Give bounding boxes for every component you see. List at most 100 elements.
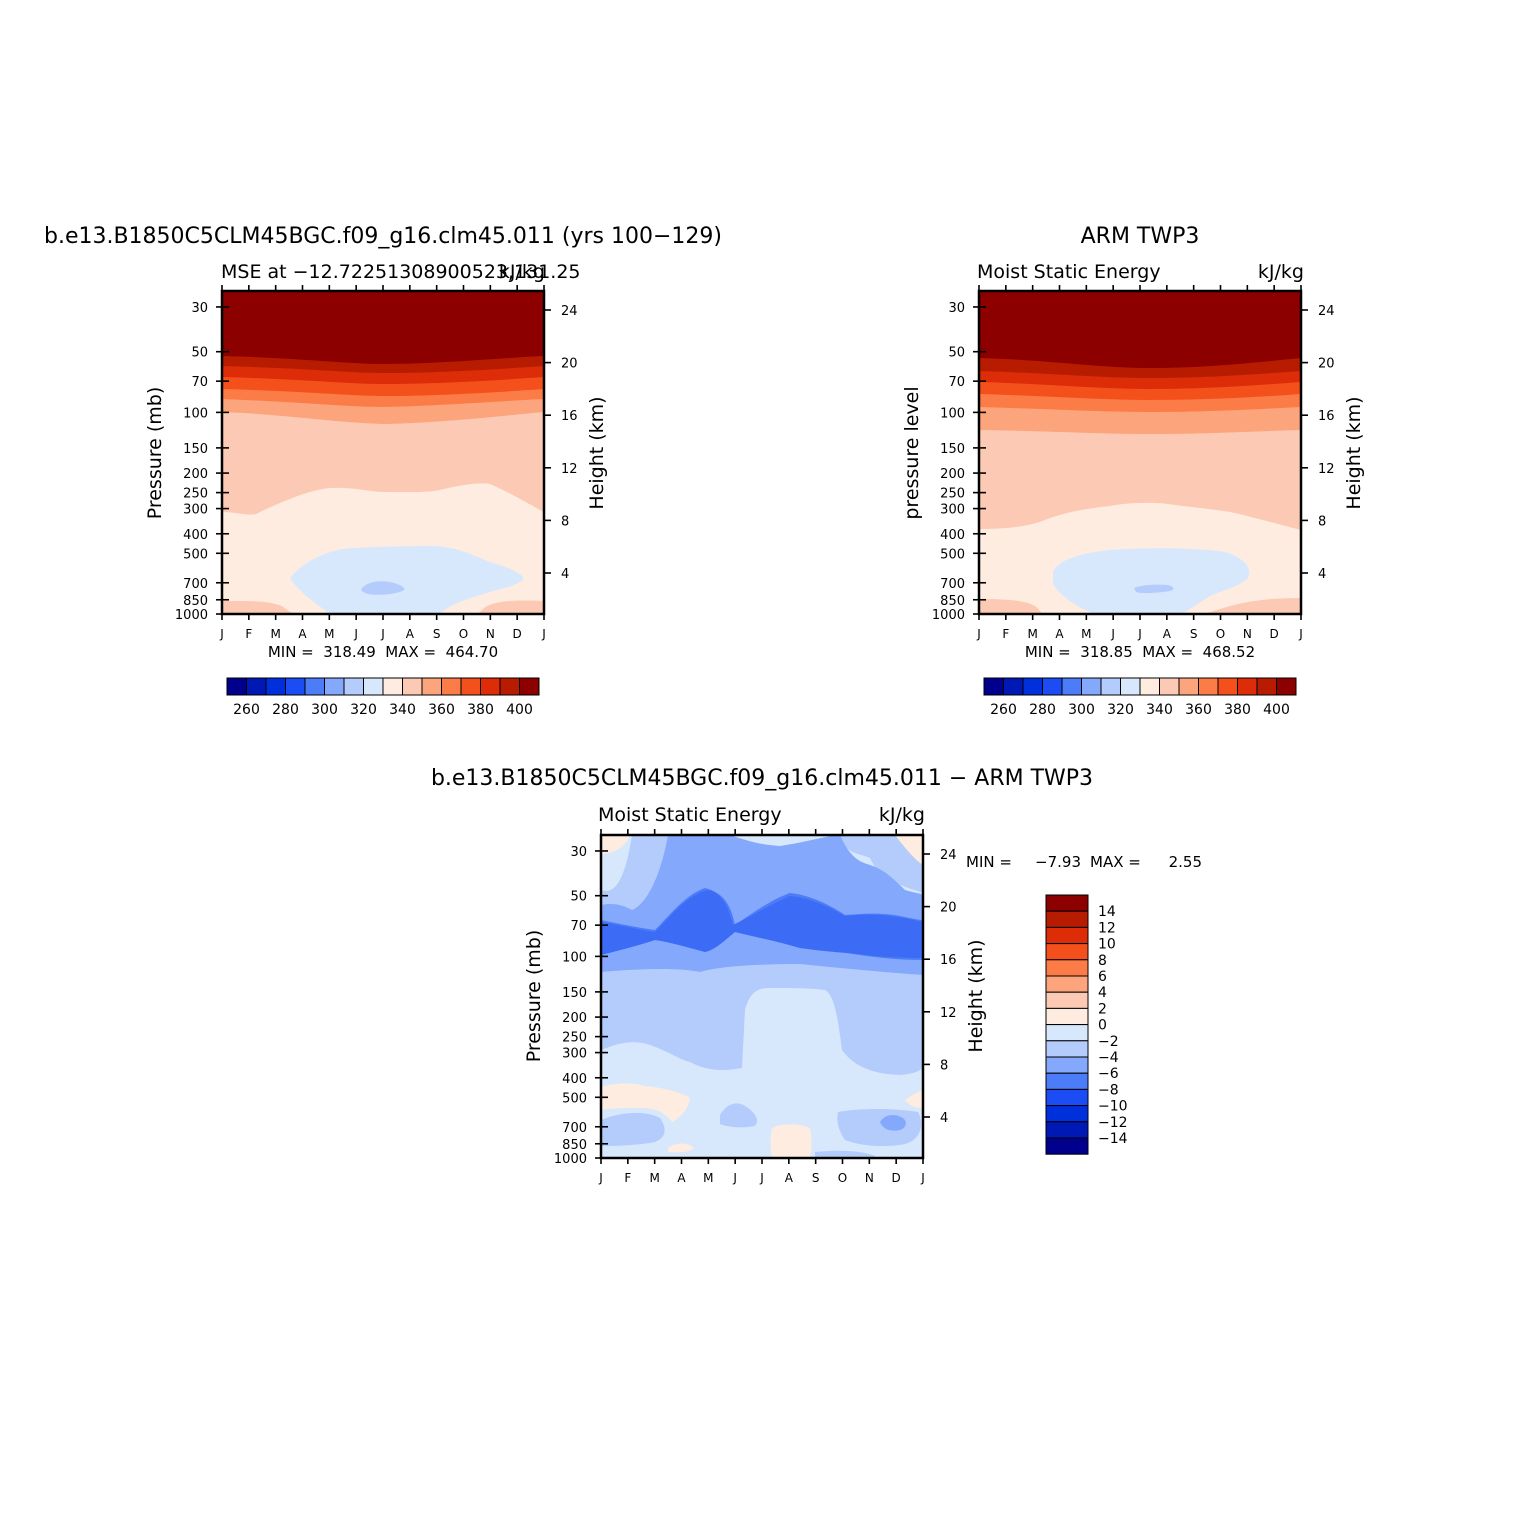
- x-tick-label: S: [433, 627, 441, 641]
- x-tick-label: O: [838, 1171, 847, 1185]
- y2-tick-label: 24: [561, 304, 578, 319]
- colorbar-box: [1100, 677, 1121, 696]
- y-tick-label: 400: [183, 528, 208, 543]
- y2-tick-label: 8: [940, 1058, 948, 1073]
- panel-diff-y2label: Height (km): [965, 939, 987, 1052]
- y-tick-label: 500: [940, 547, 965, 562]
- x-tick-label: F: [1002, 627, 1009, 641]
- y-tick-label: 200: [562, 1011, 587, 1026]
- y-tick-label: 1000: [554, 1152, 587, 1167]
- colorbar-label: 10: [1098, 937, 1116, 953]
- y2-tick-label: 12: [561, 462, 578, 477]
- colorbar-label: 320: [1107, 702, 1134, 718]
- panel-model-y2-axis: 24 20 16 12 8 4: [544, 304, 578, 582]
- y-tick-label: 300: [183, 503, 208, 518]
- panel-obs-plot-area: [979, 291, 1301, 614]
- colorbar-label: −14: [1098, 1131, 1128, 1147]
- colorbar-box: [1276, 677, 1297, 696]
- colorbar-label: 340: [389, 702, 416, 718]
- panel-obs-stats: MIN = 318.85 MAX = 468.52: [1025, 643, 1255, 661]
- colorbar-label: −10: [1098, 1099, 1128, 1115]
- colorbar-box: [1061, 677, 1082, 696]
- x-tick-label: N: [486, 627, 495, 641]
- colorbar-box: [1003, 677, 1024, 696]
- contour-fill: [1205, 598, 1301, 614]
- x-tick-label: D: [1270, 627, 1279, 641]
- colorbar-box: [1045, 894, 1089, 912]
- y-tick-label: 100: [562, 950, 587, 965]
- panel-model-plot-area: [222, 291, 544, 614]
- x-tick-label: A: [298, 627, 307, 641]
- panel-obs-colorbar: [983, 677, 1297, 696]
- y-tick-label: 700: [940, 577, 965, 592]
- colorbar-label: −8: [1098, 1082, 1119, 1098]
- contour-fill: [720, 1103, 757, 1128]
- colorbar-box: [1045, 926, 1089, 945]
- colorbar-label: −6: [1098, 1066, 1119, 1082]
- y2-tick-label: 24: [940, 848, 957, 863]
- y-tick-label: 700: [183, 577, 208, 592]
- contour-fill: [601, 1112, 665, 1146]
- colorbar-box: [1045, 1007, 1089, 1026]
- x-tick-label: J: [1298, 627, 1303, 641]
- colorbar-box: [1159, 677, 1180, 696]
- y-tick-label: 70: [191, 375, 208, 390]
- x-tick-label: F: [624, 1171, 631, 1185]
- panel-diff-stats-max-label: MAX =: [1090, 853, 1141, 871]
- panel-diff-title: b.e13.B1850C5CLM45BGC.f09_g16.clm45.011 …: [431, 766, 1093, 791]
- contour-fill: [290, 546, 524, 614]
- colorbar-box: [1045, 975, 1089, 993]
- colorbar-box: [1045, 943, 1089, 961]
- contour-fill: [668, 835, 923, 893]
- colorbar-label: 280: [1029, 702, 1056, 718]
- y-tick-label: 150: [940, 442, 965, 457]
- panel-obs-y2label: Height (km): [1343, 396, 1365, 509]
- contour-fill: [837, 1109, 922, 1147]
- panel-diff-ylabel: Pressure (mb): [523, 930, 545, 1063]
- contour-fill: [601, 890, 923, 958]
- colorbar-label: 260: [233, 702, 260, 718]
- x-tick-label: M: [270, 627, 280, 641]
- y-tick-label: 250: [183, 487, 208, 502]
- colorbar-label: 360: [428, 702, 455, 718]
- x-tick-label: O: [1216, 627, 1225, 641]
- colorbar-box: [1045, 1105, 1089, 1123]
- colorbar-box: [480, 677, 501, 696]
- x-tick-label: D: [892, 1171, 901, 1185]
- y-tick-label: 850: [562, 1138, 587, 1153]
- colorbar-label: 280: [272, 702, 299, 718]
- y2-tick-label: 16: [1318, 409, 1335, 424]
- x-tick-label: J: [598, 1171, 603, 1185]
- panel-diff-y2-axis: 24 20 16 12 8 4: [923, 848, 957, 1126]
- colorbar-label: −2: [1098, 1034, 1119, 1050]
- y-tick-label: 100: [183, 406, 208, 421]
- y2-tick-label: 24: [1318, 304, 1335, 319]
- panel-model: b.e13.B1850C5CLM45BGC.f09_g16.clm45.011 …: [44, 224, 722, 718]
- colorbar-label: −12: [1098, 1115, 1128, 1131]
- panel-obs-title: ARM TWP3: [1081, 224, 1200, 249]
- y-tick-label: 150: [183, 442, 208, 457]
- colorbar-label: 300: [1068, 702, 1095, 718]
- x-tick-label: A: [785, 1171, 794, 1185]
- colorbar-box: [1045, 991, 1089, 1009]
- panel-obs-colorbar-labels: 260 280 300 320 340 360 380 400: [990, 702, 1290, 718]
- y-tick-label: 1000: [932, 608, 965, 623]
- panel-model-title: b.e13.B1850C5CLM45BGC.f09_g16.clm45.011 …: [44, 224, 722, 249]
- x-tick-label: J: [732, 1171, 737, 1185]
- y-tick-label: 400: [940, 528, 965, 543]
- x-tick-label: J: [976, 627, 981, 641]
- contour-fill: [668, 1143, 694, 1153]
- y-tick-label: 200: [183, 467, 208, 482]
- panel-obs-y2-axis: 24 20 16 12 8 4: [1301, 304, 1335, 582]
- x-tick-label: J: [1137, 627, 1142, 641]
- colorbar-label: 6: [1098, 969, 1107, 985]
- colorbar-box: [1045, 959, 1089, 977]
- colorbar-box: [1198, 677, 1219, 696]
- panel-model-colorbar: [226, 677, 540, 696]
- contour-fill: [905, 1090, 923, 1108]
- colorbar-label: 4: [1098, 985, 1107, 1001]
- colorbar-box: [1081, 677, 1102, 696]
